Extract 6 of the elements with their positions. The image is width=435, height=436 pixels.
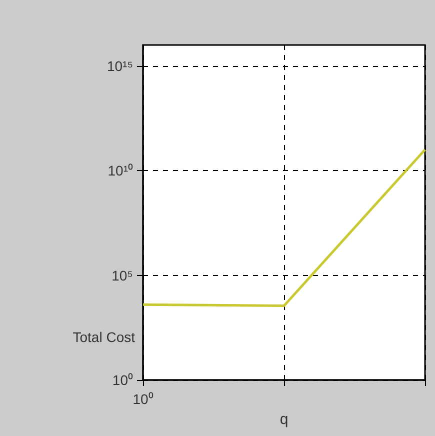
y-axis-title: Total Cost [72, 329, 136, 345]
y-tick-label: 10⁵ [112, 267, 133, 284]
y-tick-label: 10¹⁰ [108, 162, 133, 179]
y-tick-label: 10⁰ [112, 372, 133, 388]
y-tick-label: 10¹⁵ [106, 58, 133, 74]
x-axis-title: q [280, 411, 288, 428]
